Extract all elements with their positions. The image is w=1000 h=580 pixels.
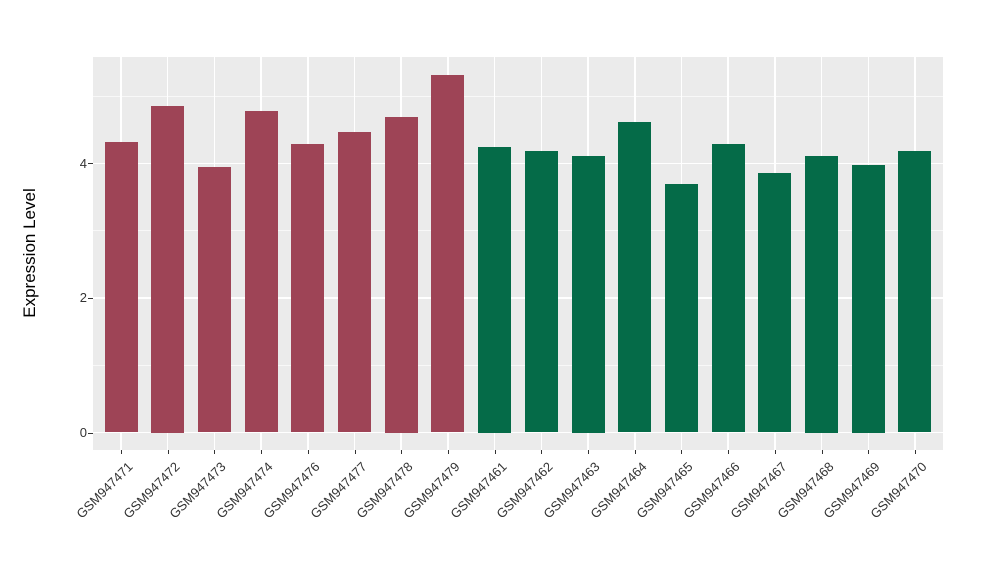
x-tick-mark	[354, 450, 356, 454]
bar-GSM947461	[478, 147, 512, 433]
gridline-minor-horizontal	[93, 230, 943, 232]
bar-GSM947471	[104, 142, 138, 433]
x-tick-mark	[447, 450, 449, 454]
x-tick-mark	[588, 450, 590, 454]
x-tick-mark	[401, 450, 403, 454]
plot-panel	[93, 57, 943, 450]
y-tick-mark	[88, 163, 93, 165]
bar-GSM947466	[711, 143, 745, 433]
x-tick-mark	[821, 450, 823, 454]
bar-GSM947474	[244, 110, 278, 433]
gridline-major-horizontal	[93, 431, 943, 434]
y-tick-mark	[88, 432, 93, 434]
y-tick-mark	[88, 297, 93, 299]
gridline-major-horizontal	[93, 162, 943, 165]
x-tick-mark	[774, 450, 776, 454]
bar-GSM947479	[431, 75, 465, 433]
y-tick-label: 4	[79, 155, 87, 171]
x-tick-mark	[634, 450, 636, 454]
gridline-major-horizontal	[93, 297, 943, 299]
x-tick-mark	[681, 450, 683, 454]
bar-GSM947472	[151, 106, 185, 433]
bar-GSM947465	[664, 184, 698, 433]
x-tick-mark	[261, 450, 263, 454]
bar-GSM947468	[805, 155, 839, 433]
y-tick-label: 2	[79, 290, 87, 306]
bar-GSM947464	[618, 122, 652, 433]
bar-GSM947467	[758, 173, 792, 433]
bar-GSM947469	[851, 165, 885, 433]
bar-GSM947477	[338, 131, 372, 433]
x-tick-mark	[494, 450, 496, 454]
bar-GSM947478	[384, 116, 418, 433]
y-tick-label: 0	[79, 425, 87, 440]
x-tick-mark	[914, 450, 916, 454]
gridline-minor-horizontal	[93, 95, 943, 97]
bar-GSM947463	[571, 155, 605, 433]
x-tick-mark	[728, 450, 730, 454]
bar-GSM947476	[291, 144, 325, 433]
bar-GSM947473	[197, 167, 231, 433]
gridline-minor-horizontal	[93, 364, 943, 366]
x-tick-mark	[167, 450, 169, 454]
bar-GSM947470	[898, 151, 932, 433]
x-tick-mark	[214, 450, 216, 454]
x-tick-mark	[541, 450, 543, 454]
x-tick-mark	[868, 450, 870, 454]
x-tick-mark	[121, 450, 123, 454]
bar-GSM947462	[524, 150, 558, 433]
x-tick-mark	[307, 450, 309, 454]
